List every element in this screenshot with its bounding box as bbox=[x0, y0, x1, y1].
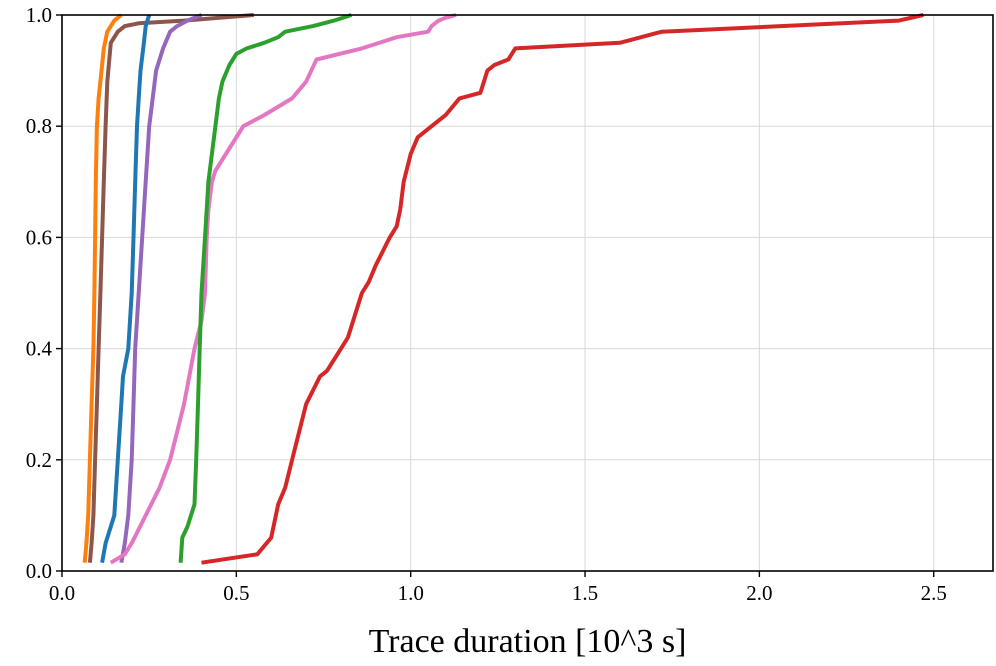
y-tick-label: 0.8 bbox=[26, 114, 52, 138]
x-tick-label: 0.0 bbox=[49, 581, 75, 605]
x-tick-label: 0.5 bbox=[223, 581, 249, 605]
y-tick-label: 0.4 bbox=[26, 337, 53, 361]
y-tick-label: 0.0 bbox=[26, 559, 52, 583]
y-tick-label: 1.0 bbox=[26, 3, 52, 27]
series-line-purple bbox=[119, 13, 203, 564]
series-line-green bbox=[178, 13, 353, 563]
x-tick-label: 1.5 bbox=[572, 581, 598, 605]
y-tick-label: 0.2 bbox=[26, 448, 52, 472]
series-line-red bbox=[201, 13, 924, 565]
series-lines bbox=[82, 13, 924, 565]
x-axis-title: Trace duration [10^3 s] bbox=[369, 623, 687, 660]
x-tick-label: 1.0 bbox=[398, 581, 424, 605]
series-line-pink bbox=[109, 13, 457, 565]
y-axis: 0.0 0.2 0.4 0.6 0.8 1.0 bbox=[26, 3, 62, 583]
x-tick-label: 2.0 bbox=[746, 581, 772, 605]
y-tick-label: 0.6 bbox=[26, 225, 52, 249]
x-axis: 0.0 0.5 1.0 1.5 2.0 2.5 bbox=[49, 571, 947, 605]
x-tick-label: 2.5 bbox=[921, 581, 947, 605]
series-line-blue bbox=[100, 14, 152, 564]
series-line-orange bbox=[82, 13, 123, 563]
series-line-brown bbox=[87, 13, 254, 563]
plot-frame bbox=[61, 14, 994, 572]
